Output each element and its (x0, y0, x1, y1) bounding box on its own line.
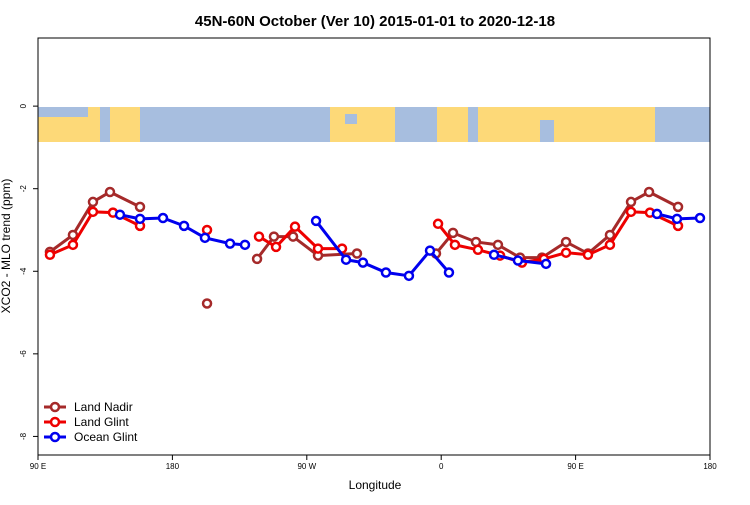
data-point (239, 239, 251, 251)
ocean (655, 107, 710, 142)
data-point (357, 257, 369, 268)
y-axis-label: XCO2 - MLO trend (ppm) (0, 179, 13, 314)
data-point (268, 231, 280, 242)
data-point (443, 267, 455, 278)
data-point (625, 196, 637, 208)
data-point (672, 201, 684, 213)
data-point (134, 213, 146, 225)
data-point (694, 212, 706, 224)
data-point (380, 267, 392, 278)
data-point (472, 244, 484, 256)
data-point (104, 186, 116, 198)
data-point (67, 239, 79, 251)
ocean (38, 107, 88, 117)
legend-marker (49, 431, 61, 443)
data-point (44, 249, 56, 261)
data-point (604, 229, 616, 241)
data-point (560, 236, 572, 248)
data-point (492, 239, 504, 251)
ocean (395, 107, 437, 142)
legend-label: Land Glint (74, 415, 129, 429)
data-point (432, 218, 444, 230)
data-point (251, 253, 263, 265)
data-point (512, 255, 524, 266)
legend-label: Land Nadir (74, 400, 133, 414)
data-point (310, 215, 322, 227)
data-point (582, 249, 594, 261)
data-point (424, 245, 436, 256)
ocean (540, 120, 554, 142)
y-tick-label: -2 (19, 185, 28, 193)
data-point (114, 209, 126, 220)
map-strip (38, 107, 710, 142)
data-point (270, 241, 282, 253)
data-point (312, 243, 324, 254)
data-point (643, 186, 655, 198)
ocean (345, 114, 357, 124)
x-axis-label: Longitude (349, 478, 402, 492)
data-point (201, 298, 213, 309)
legend-marker (49, 401, 61, 413)
data-point (625, 206, 637, 218)
land (38, 107, 710, 142)
legend-label: Ocean Glint (74, 430, 138, 444)
data-point (449, 239, 461, 251)
legend-marker (49, 416, 61, 428)
data-point (289, 221, 301, 232)
y-tick-label: 0 (19, 103, 28, 108)
y-tick-label: -8 (19, 432, 28, 440)
plot-frame (37, 37, 711, 456)
data-point (157, 212, 169, 224)
data-point (340, 254, 352, 265)
data-point (604, 239, 616, 251)
ocean (468, 107, 478, 142)
data-point (351, 248, 363, 259)
data-point (87, 196, 99, 208)
y-tick-label: -4 (19, 267, 28, 275)
data-point (199, 232, 211, 244)
data-point (287, 231, 299, 242)
ocean (140, 107, 330, 142)
data-point (651, 208, 663, 220)
data-point (134, 201, 146, 213)
data-point (87, 206, 99, 218)
data-point (560, 247, 572, 258)
y-tick-label: -6 (19, 350, 28, 358)
data-point (540, 258, 552, 270)
data-point (253, 231, 265, 242)
ocean (100, 107, 110, 142)
data-point (224, 238, 236, 249)
x-tick-label: 180 (166, 462, 180, 471)
x-tick-label: 180 (703, 462, 717, 471)
x-tick-label: 90 W (297, 462, 316, 471)
data-point (447, 227, 459, 239)
x-tick-label: 90 E (567, 462, 583, 471)
x-tick-label: 90 E (30, 462, 46, 471)
data-point (178, 220, 190, 232)
data-point (403, 270, 415, 282)
data-point (488, 249, 500, 261)
data-point (671, 213, 683, 225)
x-tick-label: 0 (439, 462, 444, 471)
chart-title: 45N-60N October (Ver 10) 2015-01-01 to 2… (195, 13, 555, 30)
data-point (67, 229, 79, 241)
